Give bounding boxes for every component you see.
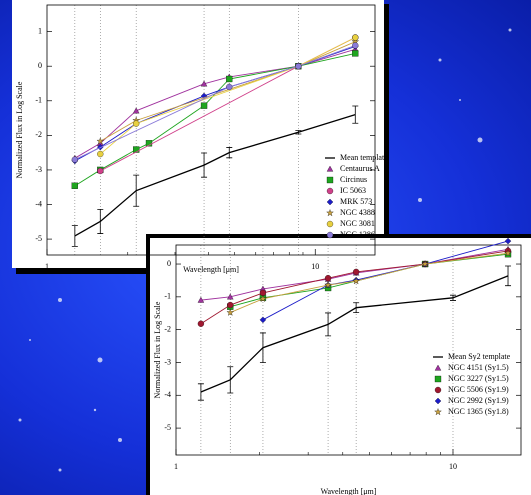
legend-swatch xyxy=(435,376,441,382)
legend-label: NGC 1365 (Sy1.8) xyxy=(448,407,509,416)
legend-label: NGC 4388 xyxy=(340,208,375,217)
legend-label: Mean Sy2 template xyxy=(448,352,511,361)
legend-label: Centaurus A xyxy=(340,164,380,173)
y-tick-label: -2 xyxy=(164,324,171,333)
marker xyxy=(72,183,78,189)
legend-label: NGC 3081 xyxy=(340,219,375,228)
x-axis-title: Wavelength [μm] xyxy=(321,487,377,495)
y-tick-label: -5 xyxy=(35,234,42,243)
marker xyxy=(352,42,358,48)
y-tick-label: -3 xyxy=(164,357,171,366)
marker xyxy=(97,151,103,157)
y-tick-label: -3 xyxy=(35,165,42,174)
legend-label: NGC 5506 (Sy1.9) xyxy=(448,385,509,394)
legend-swatch xyxy=(327,177,333,183)
marker xyxy=(226,76,232,82)
marker xyxy=(227,302,233,308)
y-tick-label: -2 xyxy=(35,130,42,139)
legend-label: NGC 1386 xyxy=(340,230,375,239)
legend-label: NGC 2992 (Sy1.9) xyxy=(448,396,509,405)
legend-label: Circinus xyxy=(340,175,367,184)
marker xyxy=(353,269,359,275)
y-axis-title: Normalized Flux in Log Scale xyxy=(153,301,162,398)
y-tick-label: -5 xyxy=(164,423,171,432)
legend-label: NGC 3227 (Sy1.5) xyxy=(448,374,509,383)
legend-swatch xyxy=(435,387,441,393)
y-tick-label: 0 xyxy=(38,61,42,70)
marker xyxy=(352,35,358,41)
legend-swatch xyxy=(327,188,333,194)
marker xyxy=(97,168,103,174)
y-tick-label: 1 xyxy=(38,26,42,35)
y-tick-label: -4 xyxy=(35,199,42,208)
legend-label: MRK 573 xyxy=(340,197,372,206)
y-tick-label: -1 xyxy=(35,96,42,105)
marker xyxy=(198,321,204,327)
x-tick-label: 1 xyxy=(174,462,178,471)
legend-swatch xyxy=(327,232,333,238)
x-tick-label: 10 xyxy=(449,462,457,471)
panel xyxy=(12,0,384,268)
legend-label: Mean template xyxy=(340,153,388,162)
x-axis-title: Wavelength [μm] xyxy=(183,265,239,274)
screenshot: -5-4-3-2-101110Wavelength [μm]Normalized… xyxy=(0,0,531,495)
marker xyxy=(226,84,232,90)
marker xyxy=(72,157,78,163)
y-tick-label: -4 xyxy=(164,390,171,399)
x-tick-label: 10 xyxy=(311,262,319,271)
y-tick-label: -1 xyxy=(164,292,171,301)
y-axis-title: Normalized Flux in Log Scale xyxy=(15,81,24,178)
marker xyxy=(295,63,301,69)
marker xyxy=(352,50,358,56)
marker xyxy=(325,275,331,281)
x-tick-label: 1 xyxy=(45,262,49,271)
legend-label: NGC 4151 (Sy1.5) xyxy=(448,363,509,372)
y-tick-label: 0 xyxy=(167,259,171,268)
marker xyxy=(201,103,207,109)
legend-swatch xyxy=(327,221,333,227)
legend-label: IC 5063 xyxy=(340,186,366,195)
marker xyxy=(133,121,139,127)
